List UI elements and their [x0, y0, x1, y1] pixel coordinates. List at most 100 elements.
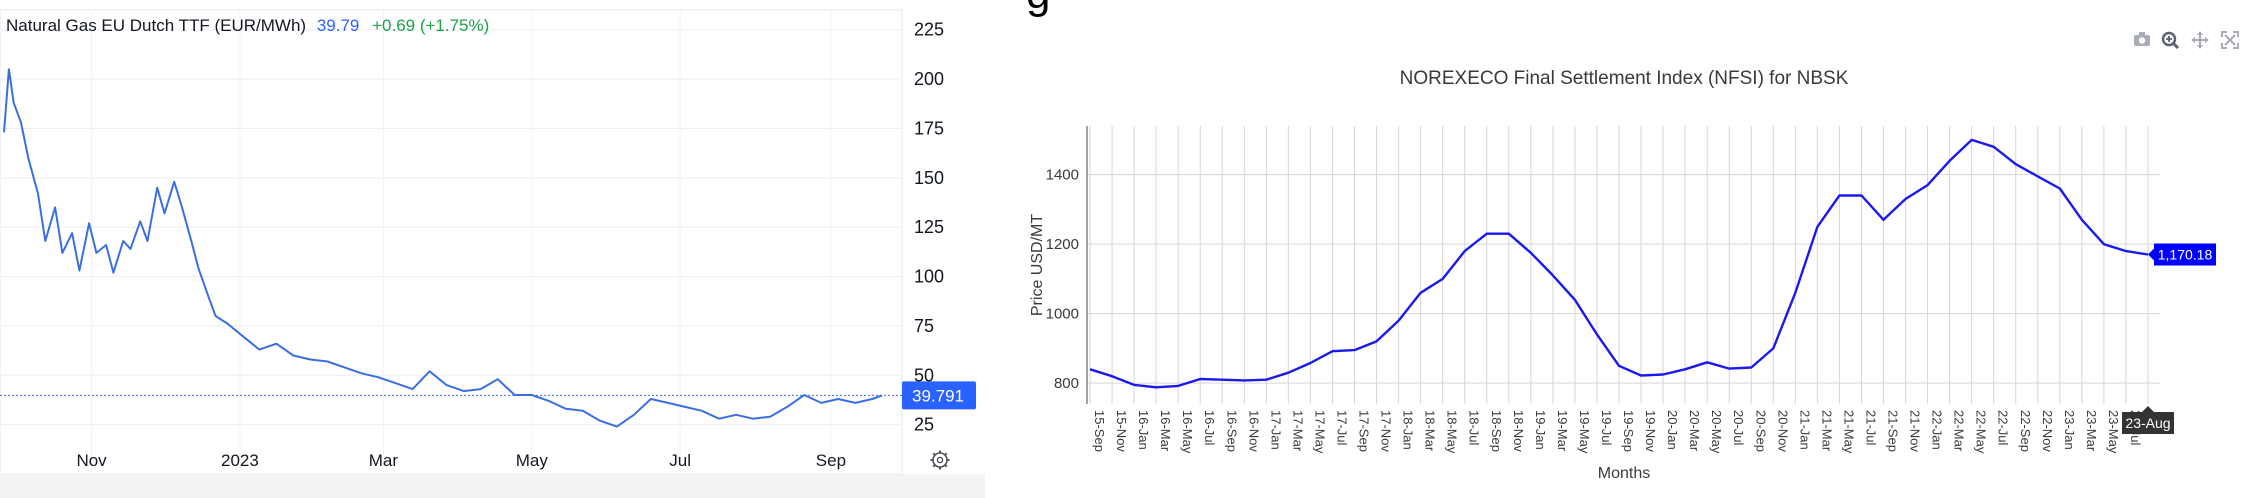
- right-x-tick-label: 20-Mar: [1687, 410, 1702, 452]
- left-last-price-label: 39.791: [912, 386, 964, 405]
- right-x-tick-label: 16-May: [1180, 410, 1195, 454]
- right-x-tick-label: 17-Nov: [1379, 410, 1394, 452]
- right-y-axis: 800 1000 1200 1400: [1046, 167, 1079, 393]
- svg-text:Natural Gas EU Dutch TTF (EUR/: Natural Gas EU Dutch TTF (EUR/MWh) 39.79…: [6, 16, 489, 35]
- left-x-tick-label: May: [516, 451, 549, 470]
- right-x-tick-label: 22-Jul: [1996, 410, 2011, 446]
- right-x-tick-label: 18-Jan: [1401, 410, 1416, 450]
- right-x-tick-label: 17-Jan: [1268, 410, 1283, 450]
- right-x-tick-label: 19-Mar: [1555, 410, 1570, 452]
- left-x-tick-label: Nov: [76, 451, 107, 470]
- right-x-tick-label: 21-Jul: [1864, 410, 1879, 446]
- right-y-axis-title: Price USD/MT: [1029, 214, 1046, 316]
- right-series-line: [1089, 138, 2149, 389]
- right-y-tick-label: 1400: [1046, 167, 1079, 184]
- left-chart-change: +0.69 (+1.75%): [372, 16, 489, 35]
- gear-icon[interactable]: [930, 450, 950, 470]
- right-x-tick-label: 22-May: [1974, 410, 1989, 454]
- right-x-tick-label: 15-Nov: [1114, 410, 1129, 452]
- right-edge-glyph: g: [1026, 0, 1050, 18]
- left-x-tick-label: 2023: [221, 451, 259, 470]
- left-y-tick-label: 175: [914, 118, 944, 138]
- left-y-tick-label: 25: [914, 415, 934, 435]
- right-chart-background: [1012, 22, 2248, 498]
- left-x-tick-label: Jul: [669, 451, 691, 470]
- right-x-tick-label: 19-Jan: [1533, 410, 1548, 450]
- left-y-tick-label: 125: [914, 217, 944, 237]
- right-x-tick-label: 22-Mar: [1952, 410, 1967, 452]
- right-x-tick-label: 21-Jan: [1797, 410, 1812, 450]
- autoscale-icon[interactable]: [2221, 31, 2239, 49]
- left-y-tick-label: 200: [914, 69, 944, 89]
- camera-icon[interactable]: [2134, 32, 2150, 46]
- right-hover-x-label: 23-Aug: [2125, 415, 2170, 431]
- right-y-tick-label: 800: [1054, 375, 1079, 392]
- right-x-tick-label: 17-Mar: [1290, 410, 1305, 452]
- right-x-tick-label: 17-May: [1312, 410, 1327, 454]
- right-x-tick-label: 20-Jul: [1731, 410, 1746, 446]
- right-hover-x-badge: 23-Aug: [2122, 406, 2174, 434]
- right-x-tick-label: 18-May: [1445, 410, 1460, 454]
- right-x-axis-title: Months: [1598, 465, 1650, 482]
- pan-icon[interactable]: [2191, 31, 2209, 49]
- right-x-tick-label: 21-Sep: [1886, 410, 1901, 452]
- right-x-tick-label: 23-Mar: [2084, 410, 2099, 452]
- right-x-tick-label: 16-Sep: [1224, 410, 1239, 452]
- right-x-tick-label: 16-Mar: [1158, 410, 1173, 452]
- right-x-tick-label: 19-May: [1577, 410, 1592, 454]
- right-x-tick-label: 19-Sep: [1621, 410, 1636, 452]
- left-chart-title: Natural Gas EU Dutch TTF (EUR/MWh): [6, 16, 306, 35]
- right-x-tick-label: 22-Jan: [1930, 410, 1945, 450]
- right-x-tick-label: 18-Mar: [1423, 410, 1438, 452]
- left-y-tick-label: 225: [914, 20, 944, 40]
- left-y-tick-label: 75: [914, 316, 934, 336]
- right-x-tick-label: 16-Jan: [1136, 410, 1151, 450]
- left-x-axis: Nov 2023 Mar May Jul Sep: [76, 451, 846, 470]
- right-gridlines: [1087, 126, 2160, 404]
- right-last-value-badge: 1,170.18: [2148, 243, 2216, 266]
- left-x-tick-label: Sep: [816, 451, 846, 470]
- right-x-tick-label: 19-Jul: [1599, 410, 1614, 446]
- right-x-tick-label: 18-Jul: [1467, 410, 1482, 446]
- right-x-tick-label: 20-Jan: [1665, 410, 1680, 450]
- left-chart-legend: Natural Gas EU Dutch TTF (EUR/MWh) 39.79…: [6, 16, 489, 35]
- page-top-strip: [0, 0, 2248, 10]
- right-last-value-label: 1,170.18: [2158, 247, 2213, 263]
- right-x-tick-label: 17-Sep: [1357, 410, 1372, 452]
- right-chart-area: g NOREXECO Fin: [1012, 0, 2248, 498]
- right-y-tick-label: 1000: [1046, 306, 1079, 323]
- left-y-tick-label: 50: [914, 365, 934, 385]
- right-y-tick-label: 1200: [1046, 236, 1079, 253]
- right-x-tick-label: 21-Mar: [1819, 410, 1834, 452]
- right-x-tick-label: 18-Nov: [1511, 410, 1526, 452]
- zoom-icon[interactable]: [2161, 31, 2180, 50]
- right-x-tick-label: 16-Jul: [1202, 410, 1217, 446]
- right-x-tick-label: 22-Sep: [2018, 410, 2033, 452]
- left-last-price-badge: 39.791: [902, 381, 976, 410]
- left-plot-frame: [0, 9, 903, 475]
- left-y-tick-label: 150: [914, 168, 944, 188]
- right-x-tick-label: 20-May: [1709, 410, 1724, 454]
- left-gridlines: [0, 10, 902, 474]
- left-y-axis: 225 200 175 150 125 100 75 50 25: [914, 20, 944, 435]
- right-x-tick-label: 17-Jul: [1335, 410, 1350, 446]
- right-x-tick-label: 20-Nov: [1775, 410, 1790, 452]
- right-chart-title: NOREXECO Final Settlement Index (NFSI) f…: [1400, 68, 1849, 89]
- right-x-tick-label: 23-May: [2106, 410, 2121, 454]
- right-modebar: [2134, 31, 2239, 50]
- left-y-tick-label: 100: [914, 267, 944, 287]
- right-x-tick-label: 16-Nov: [1246, 410, 1261, 452]
- right-x-tick-label: 19-Nov: [1643, 410, 1658, 452]
- left-series-line: [3, 68, 883, 428]
- left-chart-price: 39.79: [317, 16, 360, 35]
- left-chart-area: 225 200 175 150 125 100 75 50 25 Nov 2023 Mar May Ju…: [0, 9, 985, 498]
- right-x-tick-label: 23-Jan: [2062, 410, 2077, 450]
- right-x-tick-label: 21-May: [1841, 410, 1856, 454]
- right-x-tick-label: 15-Sep: [1092, 410, 1107, 452]
- right-x-axis: 15-Sep 15-Nov 16-Jan 16-Mar 16-May 16-Jul 16-S…: [1092, 410, 2143, 454]
- left-bottom-bar: [0, 474, 985, 498]
- right-x-tick-label: 18-Sep: [1489, 410, 1504, 452]
- right-x-tick-label: 22-Nov: [2040, 410, 2055, 452]
- right-x-tick-label: 20-Sep: [1753, 410, 1768, 452]
- left-x-tick-label: Mar: [369, 451, 399, 470]
